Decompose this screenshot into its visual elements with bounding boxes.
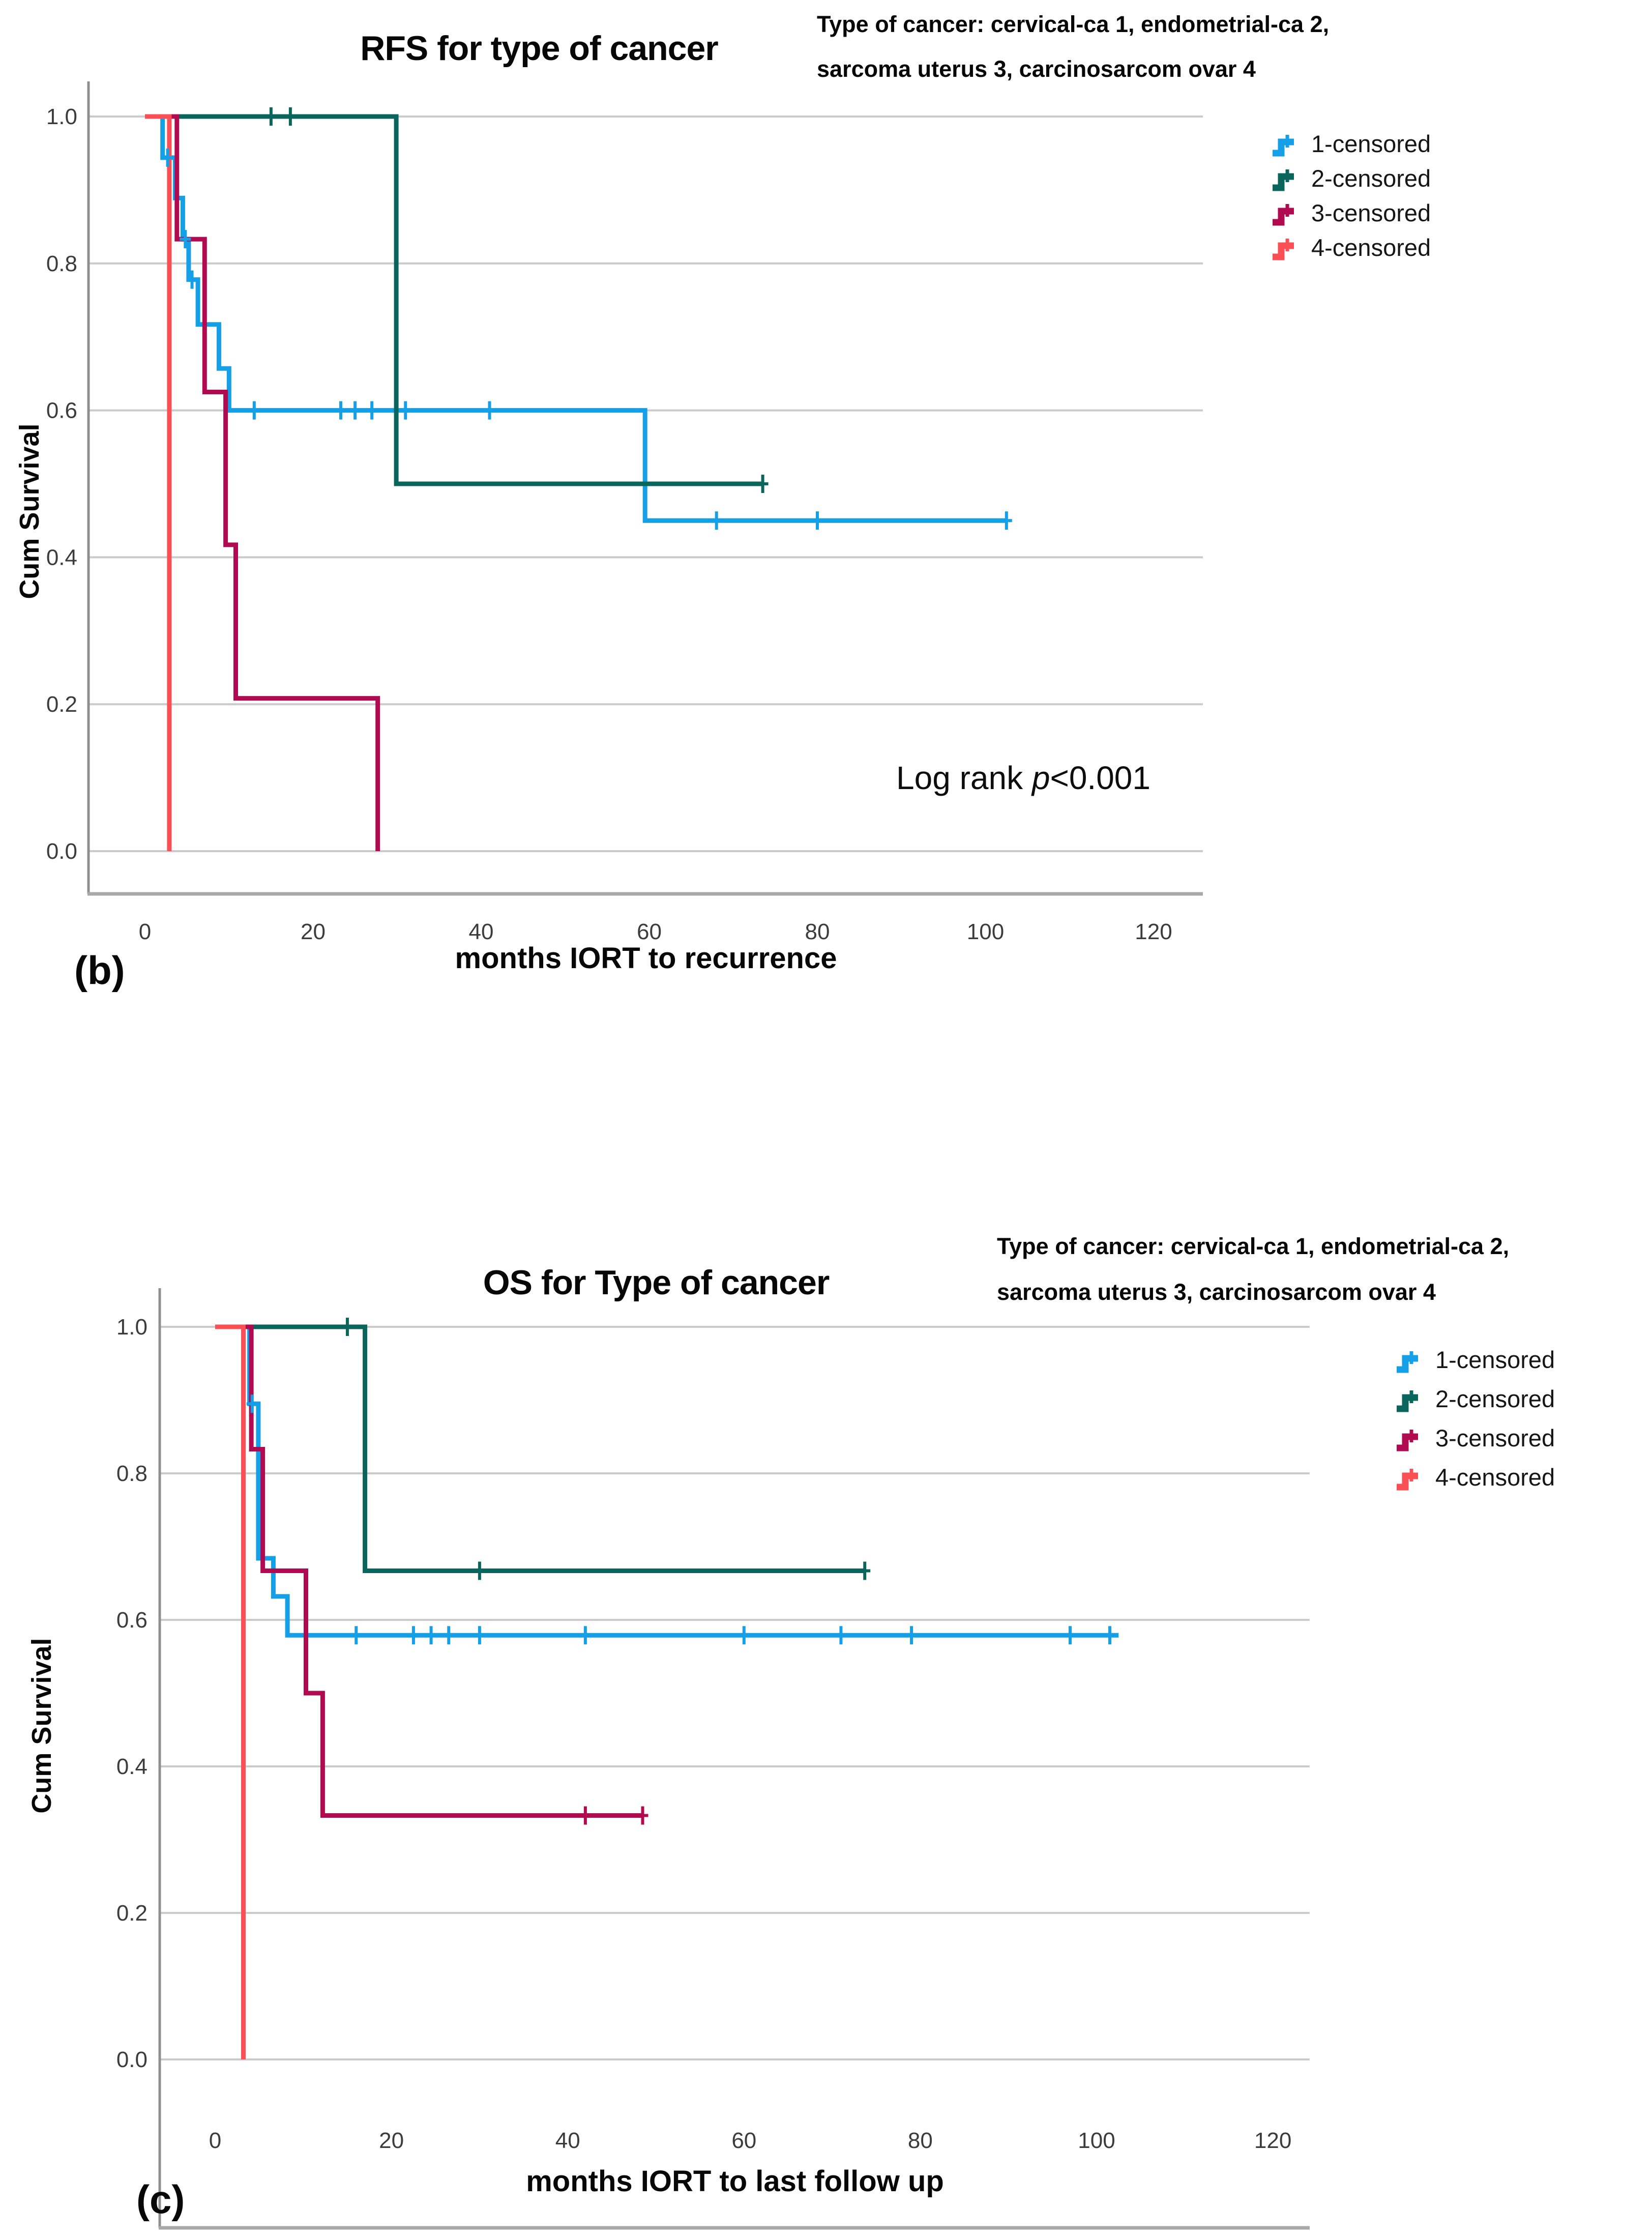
- svg-text:20: 20: [379, 2128, 404, 2153]
- censored-step-icon: [1273, 204, 1294, 226]
- svg-text:100: 100: [967, 919, 1004, 944]
- svg-text:0.4: 0.4: [116, 1754, 148, 1779]
- svg-text:40: 40: [469, 919, 494, 944]
- rfs-legend: 1-censored 2-censored 3-censored 4-censored: [1271, 126, 1431, 265]
- censored-step-icon: [1397, 1468, 1418, 1490]
- log-rank-text-post: <0.001: [1050, 760, 1150, 796]
- series-2-censor-marks: [265, 107, 769, 493]
- legend-item-3-censored: 3-censored: [1271, 195, 1431, 230]
- svg-text:1.0: 1.0: [46, 104, 77, 129]
- log-rank-p-italic: p: [1031, 760, 1050, 796]
- legend-item-1-censored: 1-censored: [1395, 1340, 1555, 1379]
- series-1-curve: [215, 1324, 1119, 1638]
- legend-item-label: 4-censored: [1435, 1464, 1555, 1491]
- censored-step-icon: [1273, 239, 1294, 260]
- series-4-curve: [145, 114, 172, 851]
- legend-item-2-censored: 2-censored: [1395, 1379, 1555, 1418]
- os-y-axis-title: Cum Survival: [26, 1638, 57, 1814]
- censored-step-icon: [1273, 169, 1294, 191]
- log-rank-text-pre: Log rank: [896, 760, 1032, 796]
- censored-step-icon: [1273, 135, 1294, 157]
- os-x-axis-title: months IORT to last follow up: [526, 2165, 944, 2198]
- svg-text:0.2: 0.2: [46, 692, 77, 717]
- svg-text:0.2: 0.2: [116, 1901, 148, 1926]
- log-rank-annotation: Log rank p<0.001: [896, 759, 1150, 797]
- os-legend-title-line2: sarcoma uterus 3, carcinosarcom ovar 4: [997, 1279, 1436, 1305]
- svg-text:0.0: 0.0: [46, 839, 77, 864]
- svg-text:120: 120: [1254, 2128, 1291, 2153]
- svg-text:60: 60: [731, 2128, 756, 2153]
- legend-item-label: 3-censored: [1311, 199, 1431, 226]
- svg-text:0: 0: [209, 2128, 221, 2153]
- legend-item-label: 1-censored: [1311, 130, 1431, 157]
- legend-item-1-censored: 1-censored: [1271, 126, 1431, 161]
- svg-text:80: 80: [805, 919, 830, 944]
- os-legend-title-line1: Type of cancer: cervical-ca 1, endometri…: [997, 1233, 1510, 1259]
- y-tick-labels: 0.0 0.2 0.4 0.6 0.8 1.0: [46, 104, 77, 864]
- legend-item-4-censored: 4-censored: [1271, 230, 1431, 265]
- os-plot-svg: 0.0 0.2 0.4 0.6 0.8 1.0 0 20 40 60 80 100 120: [116, 1288, 1310, 2230]
- censored-step-icon: [1397, 1390, 1418, 1412]
- svg-text:80: 80: [908, 2128, 933, 2153]
- svg-text:0.0: 0.0: [116, 2047, 148, 2072]
- rfs-chart-title: RFS for type of cancer: [360, 29, 718, 68]
- series-1-censor-marks: [246, 1395, 1115, 1645]
- svg-text:40: 40: [555, 2128, 580, 2153]
- svg-text:0.4: 0.4: [46, 545, 77, 570]
- svg-text:120: 120: [1135, 919, 1172, 944]
- censored-step-icon: [1397, 1351, 1418, 1373]
- legend-item-label: 4-censored: [1311, 234, 1431, 261]
- rfs-legend-title-line2: sarcoma uterus 3, carcinosarcom ovar 4: [817, 56, 1256, 82]
- series-4-curve: [215, 1324, 246, 2059]
- svg-text:0.6: 0.6: [46, 398, 77, 423]
- legend-item-label: 2-censored: [1311, 164, 1431, 192]
- legend-item-2-censored: 2-censored: [1271, 161, 1431, 195]
- series-1-censor-marks: [162, 148, 1012, 530]
- x-tick-labels: 0 20 40 60 80 100 120: [209, 2128, 1292, 2153]
- svg-text:100: 100: [1078, 2128, 1115, 2153]
- os-chart-title: OS for Type of cancer: [483, 1263, 830, 1302]
- svg-text:20: 20: [301, 919, 326, 944]
- panel-label-b: (b): [74, 948, 125, 993]
- series-3-curve: [145, 114, 380, 851]
- svg-text:0.8: 0.8: [116, 1461, 148, 1486]
- os-legend: 1-censored 2-censored 3-censored 4-censored: [1395, 1340, 1555, 1497]
- svg-text:1.0: 1.0: [116, 1315, 148, 1340]
- rfs-legend-title-line1: Type of cancer: cervical-ca 1, endometri…: [817, 11, 1330, 37]
- legend-item-4-censored: 4-censored: [1395, 1458, 1555, 1497]
- legend-item-label: 1-censored: [1435, 1346, 1555, 1373]
- series-2-censor-marks: [341, 1318, 871, 1580]
- censored-step-icon: [1397, 1429, 1418, 1451]
- series-3-censor-marks: [579, 1806, 648, 1825]
- svg-text:0.8: 0.8: [46, 251, 77, 276]
- legend-item-label: 2-censored: [1435, 1385, 1555, 1412]
- panel-label-c: (c): [136, 2177, 185, 2222]
- rfs-x-axis-title: months IORT to recurrence: [455, 942, 837, 975]
- svg-text:0.6: 0.6: [116, 1608, 148, 1633]
- svg-text:60: 60: [637, 919, 662, 944]
- series-3-curve: [215, 1324, 643, 1818]
- legend-item-label: 3-censored: [1435, 1425, 1555, 1451]
- legend-item-3-censored: 3-censored: [1395, 1418, 1555, 1458]
- x-tick-labels: 0 20 40 60 80 100 120: [139, 919, 1172, 944]
- y-tick-labels: 0.0 0.2 0.4 0.6 0.8 1.0: [116, 1315, 148, 2072]
- rfs-plot-svg: 0.0 0.2 0.4 0.6 0.8 1.0 0 20 40 60 80 100 120: [46, 81, 1203, 944]
- gridlines: [160, 1326, 1310, 2060]
- series-2-curve: [215, 1324, 865, 1573]
- svg-text:0: 0: [139, 919, 151, 944]
